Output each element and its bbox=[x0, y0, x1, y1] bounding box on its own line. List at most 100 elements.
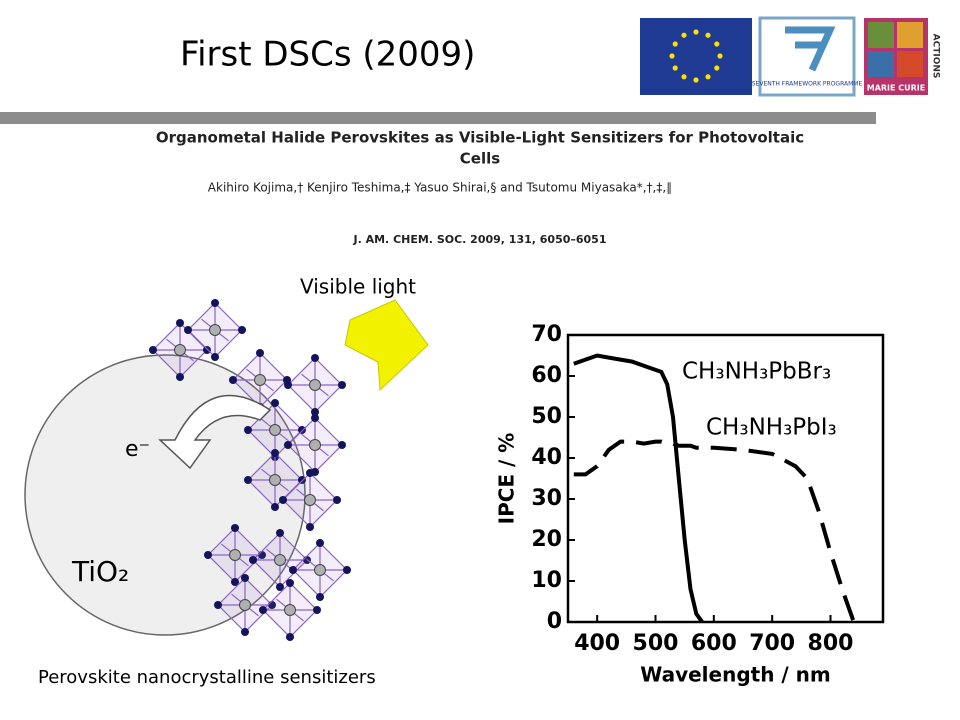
eu-star bbox=[669, 53, 675, 59]
paper-title: Organometal Halide Perovskites as Visibl… bbox=[156, 129, 804, 147]
eu-star bbox=[714, 65, 720, 71]
center-atom bbox=[229, 549, 241, 561]
x-tick-label: 400 bbox=[574, 631, 620, 656]
atom bbox=[249, 556, 257, 564]
atom bbox=[214, 601, 222, 609]
atom bbox=[238, 326, 246, 334]
x-axis-label: Wavelength / nm bbox=[640, 663, 831, 687]
eu-star bbox=[714, 41, 720, 47]
atom bbox=[184, 326, 192, 334]
paper-authors: Akihiro Kojima,† Kenjiro Teshima,‡ Yasuo… bbox=[208, 181, 672, 195]
atom bbox=[306, 523, 314, 531]
atom bbox=[276, 529, 284, 537]
mc-tile bbox=[897, 51, 923, 77]
eu-star bbox=[705, 32, 711, 38]
mc-tile bbox=[897, 22, 923, 48]
center-atom bbox=[314, 564, 326, 576]
atom bbox=[306, 469, 314, 477]
atom bbox=[229, 376, 237, 384]
atom bbox=[313, 606, 321, 614]
atom bbox=[241, 574, 249, 582]
y-tick-label: 60 bbox=[531, 363, 562, 388]
atom bbox=[338, 381, 346, 389]
y-tick-label: 40 bbox=[531, 445, 562, 470]
atom bbox=[259, 606, 267, 614]
mc-tile bbox=[868, 51, 894, 77]
center-atom bbox=[309, 379, 321, 391]
eu-star bbox=[693, 77, 699, 83]
ipce-chart: 0 10 20 30 40 50 60 70 400 500 600 700 800 Wavelength… bbox=[495, 322, 885, 687]
atom bbox=[298, 426, 306, 434]
center-atom bbox=[254, 374, 266, 386]
atom bbox=[231, 524, 239, 532]
atom bbox=[284, 441, 292, 449]
atom bbox=[311, 414, 319, 422]
eu-star bbox=[705, 74, 711, 80]
y-tick-label: 50 bbox=[531, 404, 562, 429]
eu-star bbox=[672, 65, 678, 71]
atom bbox=[333, 496, 341, 504]
atom bbox=[271, 399, 279, 407]
slide-title: First DSCs (2009) bbox=[180, 35, 475, 75]
plot-frame bbox=[566, 333, 885, 624]
series-label: CH₃NH₃PbI₃ bbox=[706, 415, 837, 441]
center-atom bbox=[284, 604, 296, 616]
y-axis-label: IPCE / % bbox=[495, 433, 519, 525]
atom bbox=[256, 349, 264, 357]
center-atom bbox=[274, 554, 286, 566]
center-atom bbox=[304, 494, 316, 506]
atom bbox=[276, 583, 284, 591]
figure-caption: Perovskite nanocrystalline sensitizers bbox=[38, 667, 376, 688]
center-atom bbox=[174, 344, 186, 356]
x-tick-label: 500 bbox=[633, 631, 679, 656]
mc-text: MARIE CURIE bbox=[867, 84, 926, 93]
atom bbox=[284, 381, 292, 389]
eu-star bbox=[681, 74, 687, 80]
eu-star bbox=[672, 41, 678, 47]
fp7-text: SEVENTH FRAMEWORK PROGRAMME bbox=[752, 81, 863, 88]
atom bbox=[241, 628, 249, 636]
y-tick-label: 30 bbox=[531, 486, 562, 511]
atom bbox=[286, 579, 294, 587]
paper-title: Cells bbox=[460, 150, 500, 168]
eu-stars bbox=[669, 29, 723, 83]
center-atom bbox=[269, 424, 281, 436]
atom bbox=[311, 408, 319, 416]
center-atom bbox=[269, 474, 281, 486]
atom bbox=[311, 354, 319, 362]
atom bbox=[211, 353, 219, 361]
atom bbox=[176, 319, 184, 327]
x-tick-label: 800 bbox=[808, 631, 854, 656]
fp7-mark bbox=[785, 26, 836, 72]
y-tick-label: 0 bbox=[547, 609, 562, 634]
eu-star bbox=[717, 53, 723, 59]
atom bbox=[211, 299, 219, 307]
y-tick-label: 20 bbox=[531, 527, 562, 552]
eu-star bbox=[681, 32, 687, 38]
eu-star bbox=[693, 29, 699, 35]
atom bbox=[316, 593, 324, 601]
light-label: Visible light bbox=[300, 275, 416, 299]
atom bbox=[176, 373, 184, 381]
center-atom bbox=[209, 324, 221, 336]
atom bbox=[204, 551, 212, 559]
y-tick-label: 10 bbox=[531, 568, 562, 593]
center-atom bbox=[239, 599, 251, 611]
series-label: CH₃NH₃PbBr₃ bbox=[682, 359, 831, 385]
atom bbox=[244, 476, 252, 484]
divider-bar bbox=[0, 112, 876, 124]
atom bbox=[316, 539, 324, 547]
atom bbox=[244, 426, 252, 434]
atom bbox=[286, 633, 294, 641]
atom bbox=[271, 449, 279, 457]
atom bbox=[338, 441, 346, 449]
center-atom bbox=[309, 439, 321, 451]
mc-actions: ACTIONS bbox=[931, 34, 941, 79]
atom bbox=[279, 496, 287, 504]
atom bbox=[271, 503, 279, 511]
paper-citation: J. AM. CHEM. SOC. 2009, 131, 6050–6051 bbox=[353, 233, 607, 246]
x-tick-label: 700 bbox=[749, 631, 795, 656]
y-tick-label: 70 bbox=[531, 322, 562, 347]
